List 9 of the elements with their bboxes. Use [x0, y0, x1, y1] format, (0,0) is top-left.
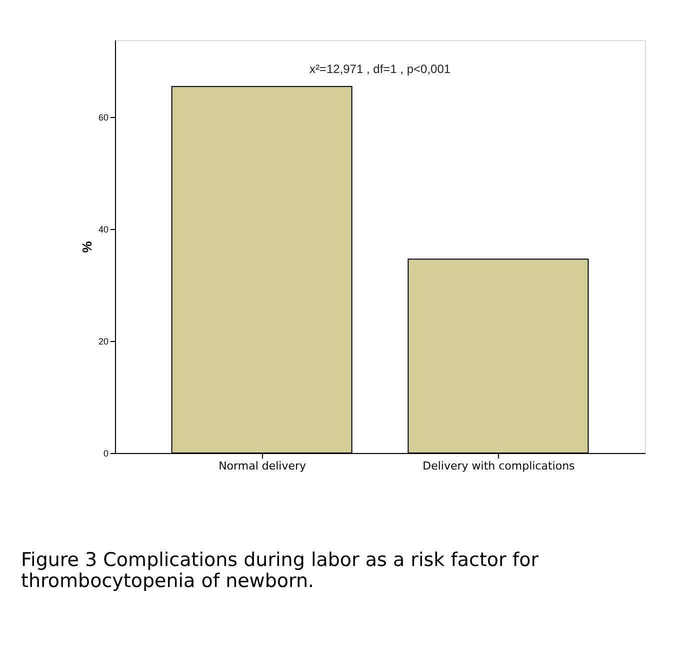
y-tick-label: 20: [98, 336, 108, 346]
x-tick-label: Delivery with complications: [422, 460, 576, 472]
y-tick-label: 0: [103, 448, 108, 458]
y-tick-label: 60: [98, 112, 108, 122]
y-tick-label: 40: [98, 224, 108, 234]
annotation: x²=12,971 , df=1 , p<0,001: [309, 62, 451, 76]
caption: Figure 3 Complications during labor as a risk factor for thrombocytopenia of newborn.: [20, 549, 539, 592]
x-tick-label: Normal delivery: [218, 460, 307, 472]
y-axis-title: %: [79, 240, 94, 253]
